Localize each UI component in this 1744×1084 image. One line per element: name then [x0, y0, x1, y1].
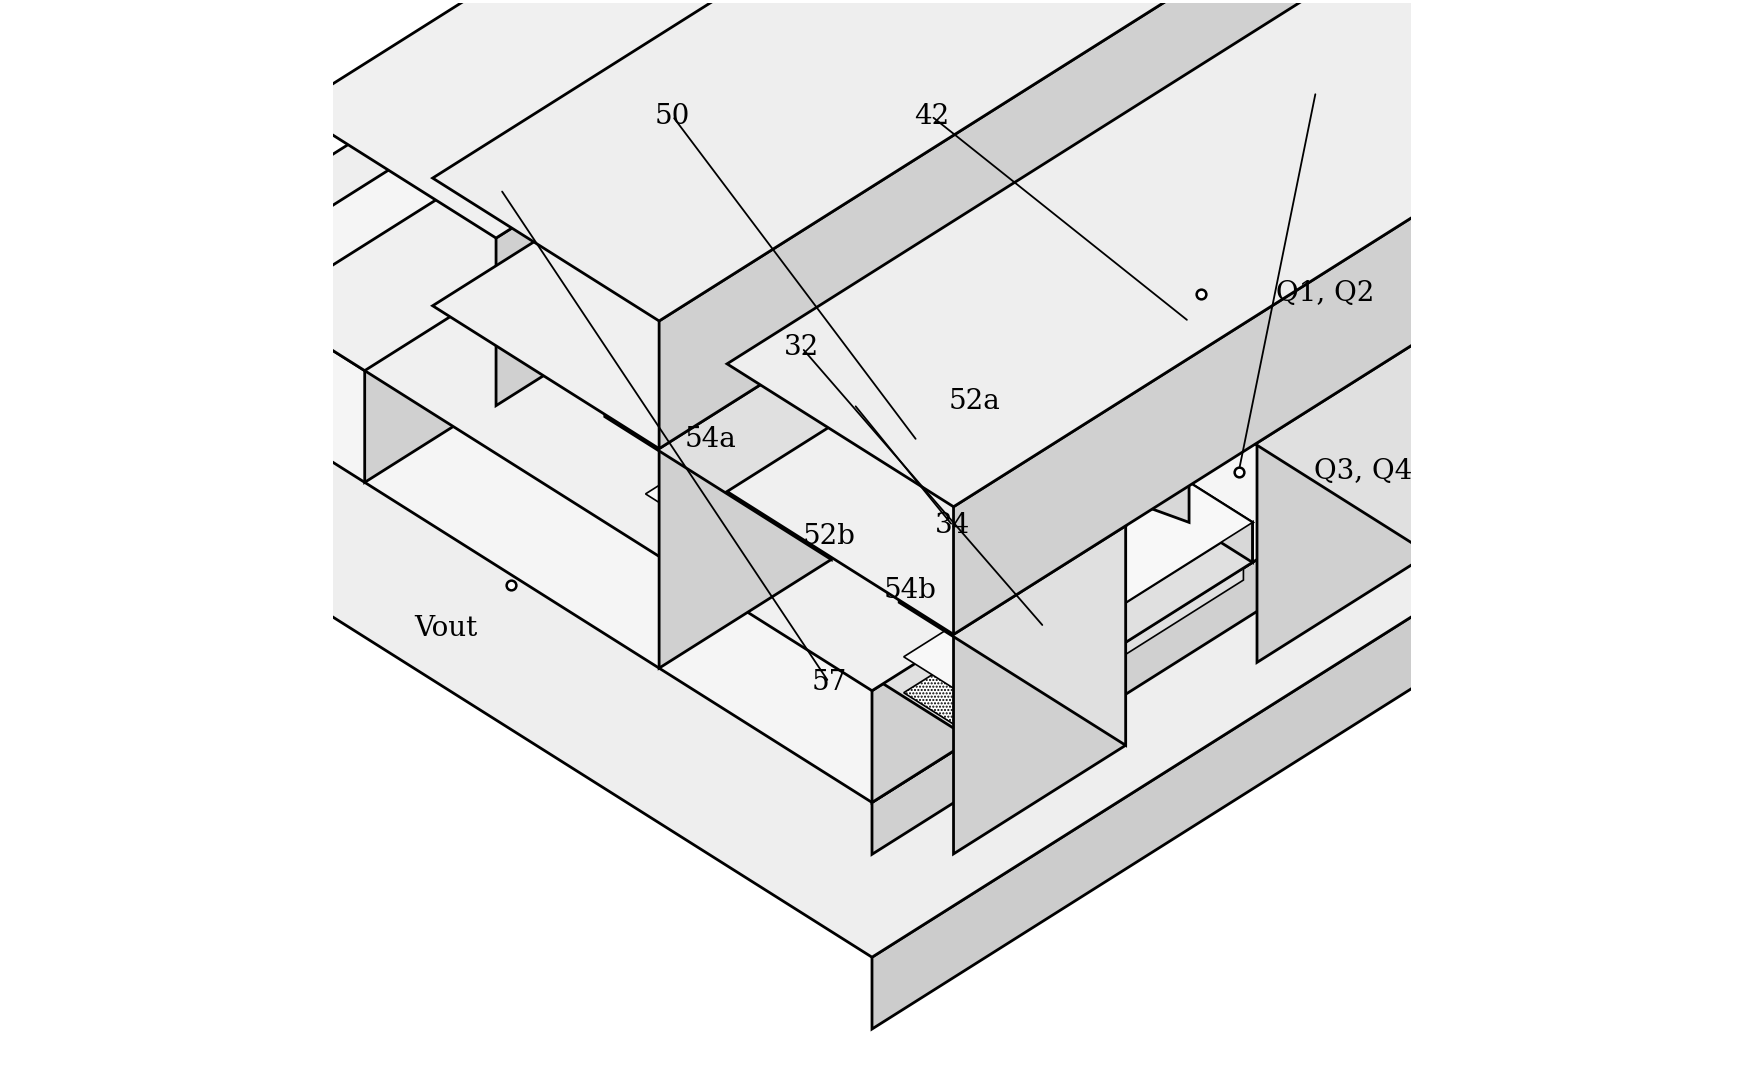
Polygon shape — [129, 0, 1615, 802]
Text: 52b: 52b — [802, 524, 855, 550]
Text: 54b: 54b — [882, 577, 937, 604]
Polygon shape — [433, 197, 832, 449]
Polygon shape — [1062, 12, 1317, 171]
Polygon shape — [637, 352, 985, 572]
Polygon shape — [926, 317, 994, 400]
Polygon shape — [872, 334, 1615, 854]
Polygon shape — [963, 149, 1135, 477]
Text: 54a: 54a — [684, 426, 736, 453]
Polygon shape — [841, 311, 994, 409]
Polygon shape — [659, 0, 1402, 449]
Polygon shape — [1184, 479, 1252, 563]
Polygon shape — [900, 383, 1125, 746]
Polygon shape — [736, 5, 1135, 257]
Polygon shape — [699, 0, 903, 149]
Polygon shape — [719, 311, 917, 362]
Polygon shape — [433, 0, 1402, 321]
Polygon shape — [1257, 334, 1428, 662]
Polygon shape — [713, 360, 994, 577]
Polygon shape — [954, 526, 1125, 854]
Polygon shape — [917, 311, 994, 400]
Text: 57: 57 — [811, 669, 846, 696]
Text: Q3, Q4: Q3, Q4 — [1315, 459, 1413, 486]
Polygon shape — [872, 628, 971, 802]
Polygon shape — [727, 383, 1125, 634]
Polygon shape — [954, 38, 1697, 634]
Polygon shape — [903, 479, 1252, 699]
Polygon shape — [705, 306, 835, 388]
Polygon shape — [781, 306, 835, 379]
Polygon shape — [283, 256, 971, 691]
Polygon shape — [963, 468, 1189, 531]
Polygon shape — [1203, 192, 1428, 554]
Polygon shape — [1039, 428, 1189, 522]
Polygon shape — [917, 360, 994, 448]
Polygon shape — [971, 522, 1252, 739]
Polygon shape — [903, 521, 1243, 736]
Text: 52a: 52a — [949, 388, 1001, 415]
Polygon shape — [727, 0, 1697, 506]
Polygon shape — [1048, 479, 1252, 608]
Polygon shape — [0, 0, 1744, 957]
Polygon shape — [1470, 0, 1697, 166]
Polygon shape — [1184, 479, 1252, 563]
Text: 32: 32 — [785, 334, 820, 361]
Polygon shape — [1031, 192, 1428, 443]
Polygon shape — [659, 340, 832, 668]
Polygon shape — [1493, 203, 1620, 383]
Polygon shape — [495, 0, 903, 405]
Text: 34: 34 — [935, 513, 970, 540]
Polygon shape — [809, 0, 909, 140]
Text: 50: 50 — [654, 103, 691, 129]
Polygon shape — [605, 197, 832, 559]
Polygon shape — [364, 28, 909, 482]
Polygon shape — [872, 0, 1744, 457]
Polygon shape — [265, 0, 909, 371]
Polygon shape — [293, 0, 903, 238]
Polygon shape — [999, 491, 1076, 580]
Polygon shape — [872, 386, 1744, 1029]
Polygon shape — [1116, 522, 1252, 648]
Polygon shape — [1189, 12, 1317, 191]
Polygon shape — [872, 0, 1615, 386]
Polygon shape — [1366, 203, 1620, 363]
Polygon shape — [945, 456, 1076, 540]
Text: 42: 42 — [914, 103, 949, 129]
Polygon shape — [1493, 283, 1620, 463]
Polygon shape — [1189, 91, 1317, 271]
Text: Q1, Q2: Q1, Q2 — [1277, 281, 1374, 308]
Polygon shape — [909, 5, 1135, 369]
Polygon shape — [759, 339, 835, 428]
Polygon shape — [795, 274, 917, 351]
Polygon shape — [713, 401, 985, 589]
Polygon shape — [384, 256, 971, 739]
Text: Vout: Vout — [415, 615, 478, 642]
Polygon shape — [1022, 456, 1076, 531]
Polygon shape — [645, 317, 994, 537]
Polygon shape — [971, 564, 1243, 751]
